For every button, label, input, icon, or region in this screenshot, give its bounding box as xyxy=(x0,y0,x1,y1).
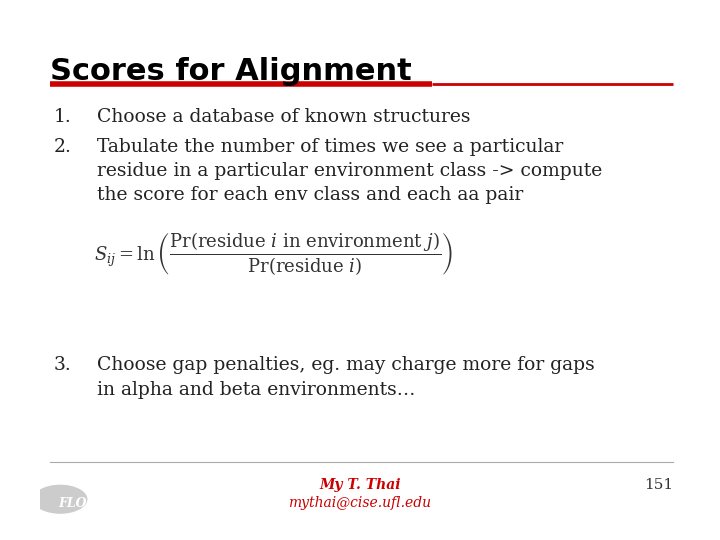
Text: 2.: 2. xyxy=(54,138,72,156)
Text: UNIVERSITY OF: UNIVERSITY OF xyxy=(64,481,118,487)
Text: Scores for Alignment: Scores for Alignment xyxy=(50,57,412,86)
Circle shape xyxy=(32,484,89,515)
Text: Tabulate the number of times we see a particular: Tabulate the number of times we see a pa… xyxy=(97,138,564,156)
Text: 1.: 1. xyxy=(54,108,72,126)
Text: $S_{ij} = \ln \left( \dfrac{\mathrm{Pr(residue\ } i \mathrm{\ in\ environment\ }: $S_{ij} = \ln \left( \dfrac{\mathrm{Pr(r… xyxy=(94,231,453,277)
Text: residue in a particular environment class -> compute: residue in a particular environment clas… xyxy=(97,162,603,180)
Text: 151: 151 xyxy=(644,478,673,492)
Text: 3.: 3. xyxy=(54,356,72,374)
Text: FLORIDA: FLORIDA xyxy=(58,497,124,510)
Text: My T. Thai: My T. Thai xyxy=(319,478,401,492)
Text: mythai@cise.ufl.edu: mythai@cise.ufl.edu xyxy=(289,496,431,510)
Text: Choose a database of known structures: Choose a database of known structures xyxy=(97,108,471,126)
Text: the score for each env class and each aa pair: the score for each env class and each aa… xyxy=(97,186,523,204)
Text: in alpha and beta environments…: in alpha and beta environments… xyxy=(97,381,415,399)
Text: Choose gap penalties, eg. may charge more for gaps: Choose gap penalties, eg. may charge mor… xyxy=(97,356,595,374)
